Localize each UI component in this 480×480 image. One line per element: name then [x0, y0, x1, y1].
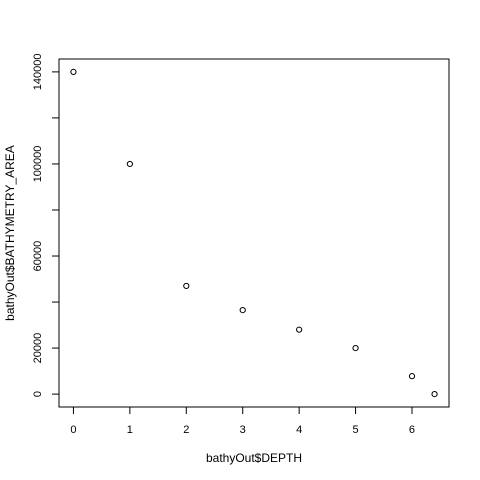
y-tick-label: 0 [32, 391, 44, 397]
y-tick-label: 60000 [32, 241, 44, 272]
y-tick-label: 100000 [32, 146, 44, 183]
x-tick-label: 0 [70, 424, 76, 436]
x-tick-label: 1 [127, 424, 133, 436]
data-point [183, 282, 190, 290]
x-tick-label: 4 [296, 424, 302, 436]
data-point [352, 344, 359, 352]
y-tick-label: 140000 [32, 54, 44, 91]
x-tick-label: 3 [240, 424, 246, 436]
data-points [70, 68, 438, 398]
x-tick-label: 2 [183, 424, 189, 436]
data-point [296, 326, 303, 333]
y-axis-label: bathyOut$BATHYMETRY_AREA [3, 145, 17, 321]
data-point [126, 160, 133, 168]
plot-box [58, 58, 450, 408]
y-tick-label: 20000 [32, 333, 44, 364]
data-point [408, 373, 416, 380]
x-tick-label: 5 [353, 424, 359, 436]
x-tick-label: 6 [409, 424, 415, 436]
x-axis: 0 1 2 3 4 5 6 [70, 406, 415, 436]
data-point [70, 68, 77, 75]
y-axis: 0 20000 60000 100000 140000 [32, 54, 60, 397]
x-axis-label: bathyOut$DEPTH [206, 451, 302, 465]
data-point [431, 391, 438, 398]
data-point [239, 307, 246, 314]
